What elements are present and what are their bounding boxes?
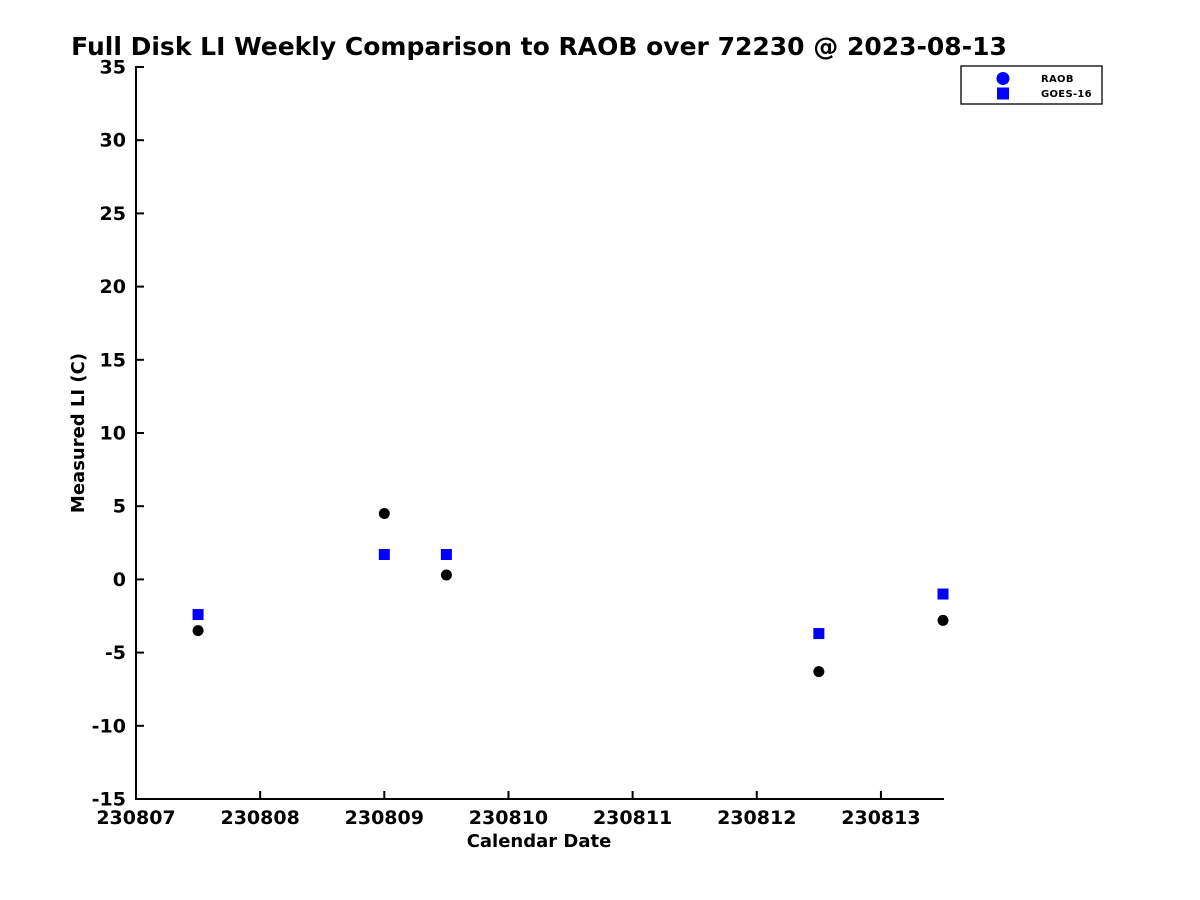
chart-title: Full Disk LI Weekly Comparison to RAOB o… bbox=[71, 32, 1007, 61]
y-tick-label: 35 bbox=[100, 57, 126, 79]
y-tick-label: 30 bbox=[100, 130, 126, 152]
x-tick-label: 230813 bbox=[841, 807, 920, 829]
y-tick-label: 15 bbox=[100, 349, 126, 371]
y-tick-label: -5 bbox=[105, 642, 126, 664]
data-point-goes-16 bbox=[440, 549, 452, 561]
x-axis: 230807 230808 230809 230810 230811 230812 2308… bbox=[96, 791, 944, 829]
legend: RAOB GOES-16 bbox=[960, 65, 1103, 105]
legend-box bbox=[960, 65, 1103, 105]
legend-label-goes16: GOES-16 bbox=[1041, 89, 1092, 100]
data-point-goes-16 bbox=[813, 628, 825, 640]
y-axis-label: Measured LI (C) bbox=[68, 353, 89, 513]
y-tick-label: 5 bbox=[113, 496, 126, 518]
x-tick-label: 230807 bbox=[96, 807, 175, 829]
x-tick-label: 230808 bbox=[220, 807, 299, 829]
y-tick-label: 25 bbox=[100, 203, 126, 225]
y-tick-label: -10 bbox=[92, 715, 126, 737]
data-point-goes-16 bbox=[192, 609, 204, 621]
data-point-raob bbox=[378, 508, 390, 520]
data-point-goes-16 bbox=[378, 549, 390, 561]
data-point-raob bbox=[440, 569, 452, 581]
x-tick-label: 230810 bbox=[469, 807, 548, 829]
x-axis-label: Calendar Date bbox=[467, 831, 612, 852]
y-tick-label: -15 bbox=[92, 789, 126, 811]
y-tick-label: 20 bbox=[100, 276, 126, 298]
data-point-raob bbox=[192, 625, 204, 637]
legend-marker-raob-circle-icon bbox=[996, 72, 1010, 85]
data-point-raob bbox=[937, 614, 949, 626]
y-tick-label: 10 bbox=[100, 423, 126, 445]
x-tick-label: 230812 bbox=[717, 807, 796, 829]
data-point-raob bbox=[813, 666, 825, 678]
data-points bbox=[192, 508, 949, 678]
data-point-goes-16 bbox=[937, 588, 949, 600]
legend-marker-goes16-square-icon bbox=[997, 87, 1009, 100]
y-tick-label: 0 bbox=[113, 569, 126, 591]
x-tick-label: 230811 bbox=[593, 807, 672, 829]
x-tick-label: 230809 bbox=[345, 807, 424, 829]
legend-label-raob: RAOB bbox=[1041, 74, 1074, 85]
y-axis: -15 -10 -5 0 5 10 15 20 25 30 35 bbox=[92, 57, 144, 811]
